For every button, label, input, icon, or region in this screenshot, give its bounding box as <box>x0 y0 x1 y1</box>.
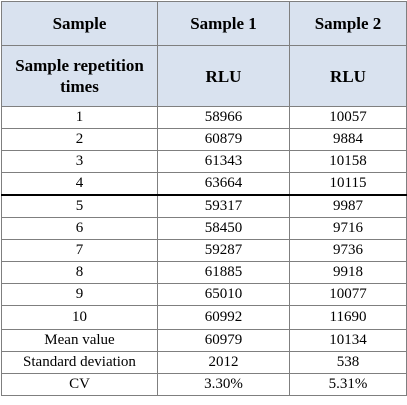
cell-repetition: 8 <box>1 261 158 284</box>
cell-sample-1: 65010 <box>157 283 290 306</box>
cell-sample-2: 9918 <box>289 261 407 284</box>
cell-sample-1: 61885 <box>157 261 290 284</box>
table-row: 1 58966 10057 <box>1 106 407 129</box>
cell-sample-2: 11690 <box>289 305 407 330</box>
mean-row: Mean value 60979 10134 <box>1 329 407 352</box>
data-table-container: Sample Sample 1 Sample 2 Sample repetiti… <box>1 1 407 396</box>
cell-statistic-label: Standard deviation <box>1 351 158 374</box>
cell-sample-2: 10115 <box>289 172 407 196</box>
table-row: 7 59287 9736 <box>1 239 407 262</box>
cell-sample-2: 9987 <box>289 194 407 218</box>
cell-sample-1: 58966 <box>157 106 290 129</box>
cell-repetition: 10 <box>1 305 158 330</box>
cell-statistic-label: CV <box>1 373 158 396</box>
header-sample-2: Sample 2 <box>289 1 407 46</box>
header-sample: Sample <box>1 1 158 46</box>
cell-sample-2: 10134 <box>289 329 407 352</box>
table-row: 6 58450 9716 <box>1 217 407 240</box>
cell-sample-2: 538 <box>289 351 407 374</box>
cell-repetition: 7 <box>1 239 158 262</box>
cell-repetition: 5 <box>1 194 158 218</box>
table-row: 4 63664 10115 <box>1 172 407 196</box>
cell-sample-1: 61343 <box>157 150 290 173</box>
subheader-repetition: Sample repetition times <box>1 45 158 107</box>
subheader-row: Sample repetition times RLU RLU <box>1 45 407 107</box>
cell-sample-1: 59317 <box>157 194 290 218</box>
cell-sample-1: 60979 <box>157 329 290 352</box>
table-row: 8 61885 9918 <box>1 261 407 284</box>
table-row: 3 61343 10158 <box>1 150 407 173</box>
cell-sample-1: 58450 <box>157 217 290 240</box>
cell-repetition: 2 <box>1 128 158 151</box>
cell-repetition: 9 <box>1 283 158 306</box>
header-row: Sample Sample 1 Sample 2 <box>1 1 407 46</box>
cell-sample-2: 9716 <box>289 217 407 240</box>
cv-row: CV 3.30% 5.31% <box>1 373 407 396</box>
cell-sample-1: 2012 <box>157 351 290 374</box>
rlu-results-table: Sample Sample 1 Sample 2 Sample repetiti… <box>1 1 407 396</box>
cell-sample-2: 9736 <box>289 239 407 262</box>
cell-repetition: 3 <box>1 150 158 173</box>
table-row: 5 59317 9987 <box>1 194 407 218</box>
table-header: Sample Sample 1 Sample 2 Sample repetiti… <box>1 1 407 107</box>
table-row: 9 65010 10077 <box>1 283 407 306</box>
subheader-rlu-1: RLU <box>157 45 290 107</box>
cell-statistic-label: Mean value <box>1 329 158 352</box>
cell-sample-2: 10158 <box>289 150 407 173</box>
cell-repetition: 1 <box>1 106 158 129</box>
subheader-rlu-2: RLU <box>289 45 407 107</box>
std-dev-row: Standard deviation 2012 538 <box>1 351 407 374</box>
table-body: 1 58966 10057 2 60879 9884 3 61343 10158… <box>1 106 407 396</box>
cell-sample-2: 5.31% <box>289 373 407 396</box>
cell-sample-1: 59287 <box>157 239 290 262</box>
table-row: 10 60992 11690 <box>1 305 407 330</box>
cell-sample-2: 9884 <box>289 128 407 151</box>
cell-sample-1: 3.30% <box>157 373 290 396</box>
header-sample-1: Sample 1 <box>157 1 290 46</box>
table-row: 2 60879 9884 <box>1 128 407 151</box>
cell-sample-1: 63664 <box>157 172 290 196</box>
cell-repetition: 4 <box>1 172 158 196</box>
cell-sample-2: 10057 <box>289 106 407 129</box>
cell-sample-2: 10077 <box>289 283 407 306</box>
cell-sample-1: 60879 <box>157 128 290 151</box>
cell-repetition: 6 <box>1 217 158 240</box>
cell-sample-1: 60992 <box>157 305 290 330</box>
